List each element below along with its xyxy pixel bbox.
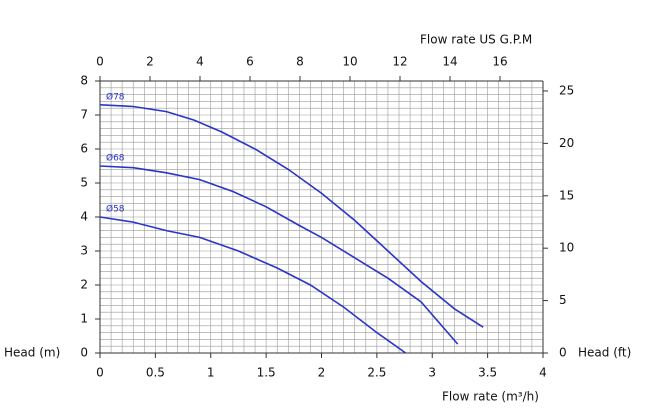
x-tick-label: 3 [428,366,436,380]
curve [99,216,407,354]
y2-tick-label: 15 [559,188,574,202]
y2-tick-label: 10 [559,241,574,255]
curve [99,165,459,345]
x-tick-label: 1 [207,366,215,380]
y-tick-label: 5 [80,176,88,190]
x2-tick-label: 6 [246,55,254,69]
x2-tick-label: 4 [196,55,204,69]
x2-tick-label: 2 [146,55,154,69]
x-axis-title: Flow rate (m³/h) [442,390,539,404]
x2-tick-label: 12 [392,55,407,69]
curve-label: Ø58 [106,204,125,215]
y-tick-label: 3 [80,244,88,258]
x-tick-label: 0 [96,366,104,380]
y-tick-label: 8 [80,74,88,88]
curve-label: Ø68 [106,153,125,164]
y2-tick-label: 5 [559,293,567,307]
x-tick-label: 4 [539,366,547,380]
x-tick-label: 1.5 [257,366,276,380]
x2-tick-label: 14 [442,55,457,69]
x-tick-label: 3.5 [478,366,497,380]
x2-tick-label: 16 [492,55,507,69]
x-tick-label: 2 [318,366,326,380]
y-tick-label: 6 [80,142,88,156]
curve-label: Ø78 [106,91,125,102]
y-tick-label: 1 [80,312,88,326]
y-axis-title: Head (m) [4,346,60,360]
x-tick-label: 2.5 [367,366,386,380]
x2-tick-label: 10 [342,55,357,69]
x-tick-label: 0.5 [146,366,165,380]
y2-tick-label: 25 [559,83,574,97]
curve [99,104,484,328]
x2-axis-title: Flow rate US G.P.M [420,33,532,47]
y-tick-label: 4 [80,210,88,224]
x2-tick-label: 8 [296,55,304,69]
y2-tick-label: 20 [559,136,574,150]
y-tick-label: 0 [80,346,88,360]
x2-tick-label: 0 [96,55,104,69]
y2-tick-label: 0 [559,346,567,360]
y-tick-label: 2 [80,278,88,292]
y-tick-label: 7 [80,108,88,122]
y2-axis-title: Head (ft) [578,346,631,360]
